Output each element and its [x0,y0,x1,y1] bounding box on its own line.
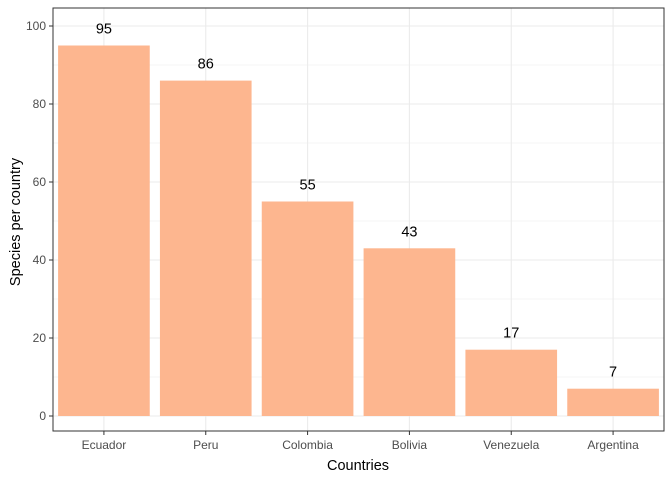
bars [58,45,659,416]
bar-venezuela [465,349,558,416]
y-tick-label: 60 [33,175,47,189]
data-labels: 95 86 55 43 17 7 [96,22,617,381]
bar-ecuador [58,45,150,416]
x-axis-title: Countries [327,458,389,474]
y-axis-ticks: 0 20 40 60 80 100 [26,19,53,423]
data-label-argentina: 7 [609,365,617,381]
x-tick-label-peru: Peru [193,438,218,452]
x-axis-ticks: Ecuador Peru Colombia Bolivia Venezuela Argen… [82,431,639,452]
data-label-venezuela: 17 [503,326,519,342]
x-tick-label-venezuela: Venezuela [483,438,539,452]
data-label-bolivia: 43 [401,224,417,240]
x-tick-label-argentina: Argentina [587,438,639,452]
y-tick-label: 20 [33,331,47,345]
bar-bolivia [363,248,456,416]
data-label-colombia: 55 [300,178,316,194]
bar-peru [159,80,252,416]
y-tick-label: 40 [33,253,47,267]
x-tick-label-bolivia: Bolivia [392,438,428,452]
x-tick-label-ecuador: Ecuador [82,438,127,452]
y-tick-label: 80 [33,97,47,111]
bar-colombia [261,201,354,416]
x-tick-label-colombia: Colombia [282,438,333,452]
data-label-ecuador: 95 [96,22,112,38]
y-tick-label: 0 [39,409,46,423]
panel-border [52,7,665,432]
y-tick-label: 100 [26,19,46,33]
y-axis-title: Species per country [8,157,24,286]
data-label-peru: 86 [198,57,214,73]
bar-argentina [567,388,659,416]
